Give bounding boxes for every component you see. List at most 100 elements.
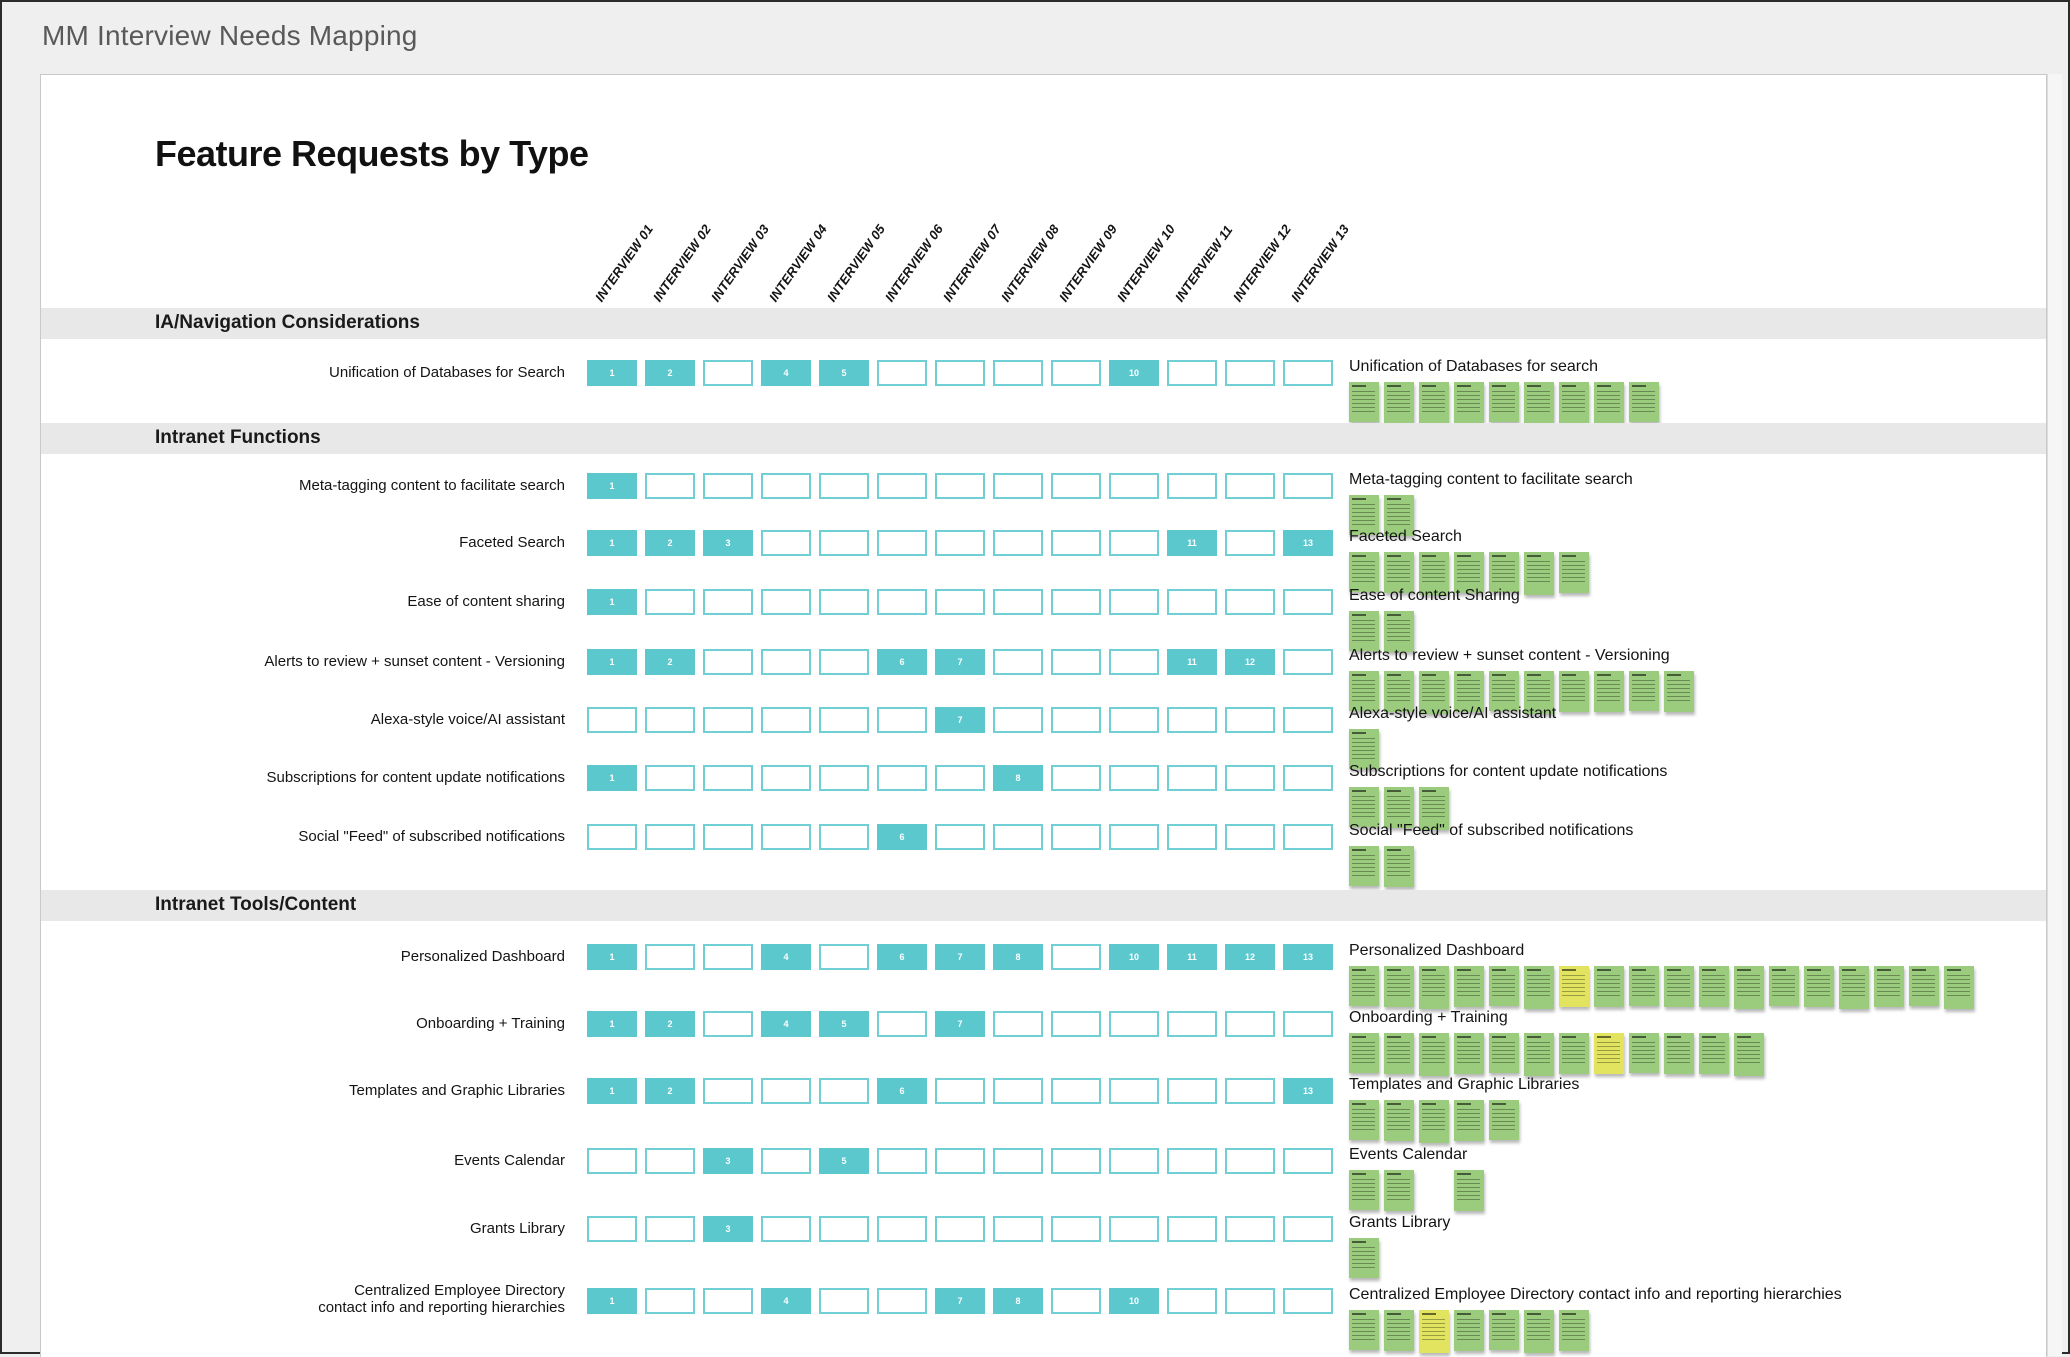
cell-interview-05-empty[interactable]: [819, 824, 869, 850]
cell-interview-08-empty[interactable]: [993, 649, 1043, 675]
cell-interview-13-empty[interactable]: [1283, 1216, 1333, 1242]
sticky-note-green[interactable]: [1629, 966, 1659, 1006]
sticky-note-green[interactable]: [1629, 382, 1659, 422]
cell-interview-06-empty[interactable]: [877, 589, 927, 615]
cell-interview-12-checked[interactable]: 12: [1225, 649, 1275, 675]
sticky-note-green[interactable]: [1419, 966, 1449, 1009]
sticky-note-green[interactable]: [1384, 1100, 1414, 1141]
cell-interview-12-empty[interactable]: [1225, 1216, 1275, 1242]
cell-interview-12-empty[interactable]: [1225, 530, 1275, 556]
cell-interview-04-empty[interactable]: [761, 589, 811, 615]
sticky-note-green[interactable]: [1454, 966, 1484, 1007]
sticky-note-green[interactable]: [1944, 966, 1974, 1009]
cell-interview-11-checked[interactable]: 11: [1167, 649, 1217, 675]
sticky-note-green[interactable]: [1349, 966, 1379, 1006]
sticky-note-green[interactable]: [1594, 382, 1624, 423]
cell-interview-09-empty[interactable]: [1051, 765, 1101, 791]
cell-interview-07-empty[interactable]: [935, 530, 985, 556]
sticky-note-green[interactable]: [1454, 1033, 1484, 1074]
cell-interview-11-empty[interactable]: [1167, 1288, 1217, 1314]
sticky-note-green[interactable]: [1349, 382, 1379, 422]
cell-interview-07-empty[interactable]: [935, 473, 985, 499]
cell-interview-04-empty[interactable]: [761, 707, 811, 733]
sticky-note-green[interactable]: [1489, 1100, 1519, 1140]
sticky-note-green[interactable]: [1489, 552, 1519, 592]
cell-interview-11-empty[interactable]: [1167, 1011, 1217, 1037]
cell-interview-09-empty[interactable]: [1051, 1011, 1101, 1037]
cell-interview-08-empty[interactable]: [993, 530, 1043, 556]
sticky-note-green[interactable]: [1419, 1100, 1449, 1143]
cell-interview-08-empty[interactable]: [993, 1148, 1043, 1174]
cell-interview-05-empty[interactable]: [819, 530, 869, 556]
sticky-note-green[interactable]: [1594, 671, 1624, 712]
sticky-note-green[interactable]: [1349, 729, 1379, 769]
sticky-note-green[interactable]: [1489, 1310, 1519, 1350]
sticky-note-green[interactable]: [1349, 787, 1379, 827]
cell-interview-07-empty[interactable]: [935, 1078, 985, 1104]
cell-interview-08-checked[interactable]: 8: [993, 944, 1043, 970]
sticky-note-green[interactable]: [1384, 611, 1414, 652]
cell-interview-06-checked[interactable]: 6: [877, 1078, 927, 1104]
sticky-note-green[interactable]: [1734, 966, 1764, 1009]
sticky-note-green[interactable]: [1419, 787, 1449, 830]
cell-interview-01-checked[interactable]: 1: [587, 944, 637, 970]
cell-interview-08-empty[interactable]: [993, 1078, 1043, 1104]
sticky-note-green[interactable]: [1384, 1170, 1414, 1211]
cell-interview-04-empty[interactable]: [761, 473, 811, 499]
sticky-note-green[interactable]: [1559, 671, 1589, 712]
cell-interview-13-checked[interactable]: 13: [1283, 944, 1333, 970]
cell-interview-02-checked[interactable]: 2: [645, 649, 695, 675]
cell-interview-06-checked[interactable]: 6: [877, 824, 927, 850]
cell-interview-06-empty[interactable]: [877, 1011, 927, 1037]
cell-interview-12-empty[interactable]: [1225, 765, 1275, 791]
cell-interview-13-checked[interactable]: 13: [1283, 1078, 1333, 1104]
cell-interview-05-empty[interactable]: [819, 1216, 869, 1242]
cell-interview-02-empty[interactable]: [645, 707, 695, 733]
sticky-note-green[interactable]: [1349, 552, 1379, 592]
cell-interview-13-empty[interactable]: [1283, 824, 1333, 850]
sticky-note-green[interactable]: [1769, 966, 1799, 1006]
cell-interview-13-empty[interactable]: [1283, 589, 1333, 615]
cell-interview-06-empty[interactable]: [877, 473, 927, 499]
cell-interview-12-empty[interactable]: [1225, 360, 1275, 386]
cell-interview-09-empty[interactable]: [1051, 1216, 1101, 1242]
cell-interview-13-empty[interactable]: [1283, 765, 1333, 791]
cell-interview-02-empty[interactable]: [645, 589, 695, 615]
cell-interview-12-empty[interactable]: [1225, 824, 1275, 850]
cell-interview-11-checked[interactable]: 11: [1167, 530, 1217, 556]
cell-interview-10-empty[interactable]: [1109, 824, 1159, 850]
sticky-note-green[interactable]: [1384, 1033, 1414, 1074]
cell-interview-10-checked[interactable]: 10: [1109, 1288, 1159, 1314]
sticky-note-green[interactable]: [1874, 966, 1904, 1007]
cell-interview-01-checked[interactable]: 1: [587, 1288, 637, 1314]
cell-interview-01-checked[interactable]: 1: [587, 765, 637, 791]
sticky-note-green[interactable]: [1349, 495, 1379, 535]
cell-interview-11-empty[interactable]: [1167, 589, 1217, 615]
cell-interview-11-empty[interactable]: [1167, 707, 1217, 733]
sticky-note-green[interactable]: [1559, 382, 1589, 423]
cell-interview-10-empty[interactable]: [1109, 1078, 1159, 1104]
sticky-note-green[interactable]: [1629, 671, 1659, 711]
cell-interview-03-checked[interactable]: 3: [703, 1216, 753, 1242]
cell-interview-09-empty[interactable]: [1051, 360, 1101, 386]
cell-interview-02-empty[interactable]: [645, 765, 695, 791]
cell-interview-01-empty[interactable]: [587, 1148, 637, 1174]
sticky-note-green[interactable]: [1419, 671, 1449, 714]
sticky-note-green[interactable]: [1559, 1033, 1589, 1074]
cell-interview-10-empty[interactable]: [1109, 530, 1159, 556]
cell-interview-09-empty[interactable]: [1051, 944, 1101, 970]
cell-interview-05-checked[interactable]: 5: [819, 1148, 869, 1174]
cell-interview-03-empty[interactable]: [703, 707, 753, 733]
cell-interview-03-empty[interactable]: [703, 1011, 753, 1037]
cell-interview-08-empty[interactable]: [993, 360, 1043, 386]
cell-interview-11-empty[interactable]: [1167, 765, 1217, 791]
cell-interview-13-empty[interactable]: [1283, 1288, 1333, 1314]
cell-interview-05-empty[interactable]: [819, 589, 869, 615]
cell-interview-13-empty[interactable]: [1283, 473, 1333, 499]
sticky-note-green[interactable]: [1629, 1033, 1659, 1073]
cell-interview-10-empty[interactable]: [1109, 649, 1159, 675]
cell-interview-10-checked[interactable]: 10: [1109, 944, 1159, 970]
cell-interview-13-empty[interactable]: [1283, 360, 1333, 386]
cell-interview-08-empty[interactable]: [993, 589, 1043, 615]
sticky-note-green[interactable]: [1454, 1100, 1484, 1141]
